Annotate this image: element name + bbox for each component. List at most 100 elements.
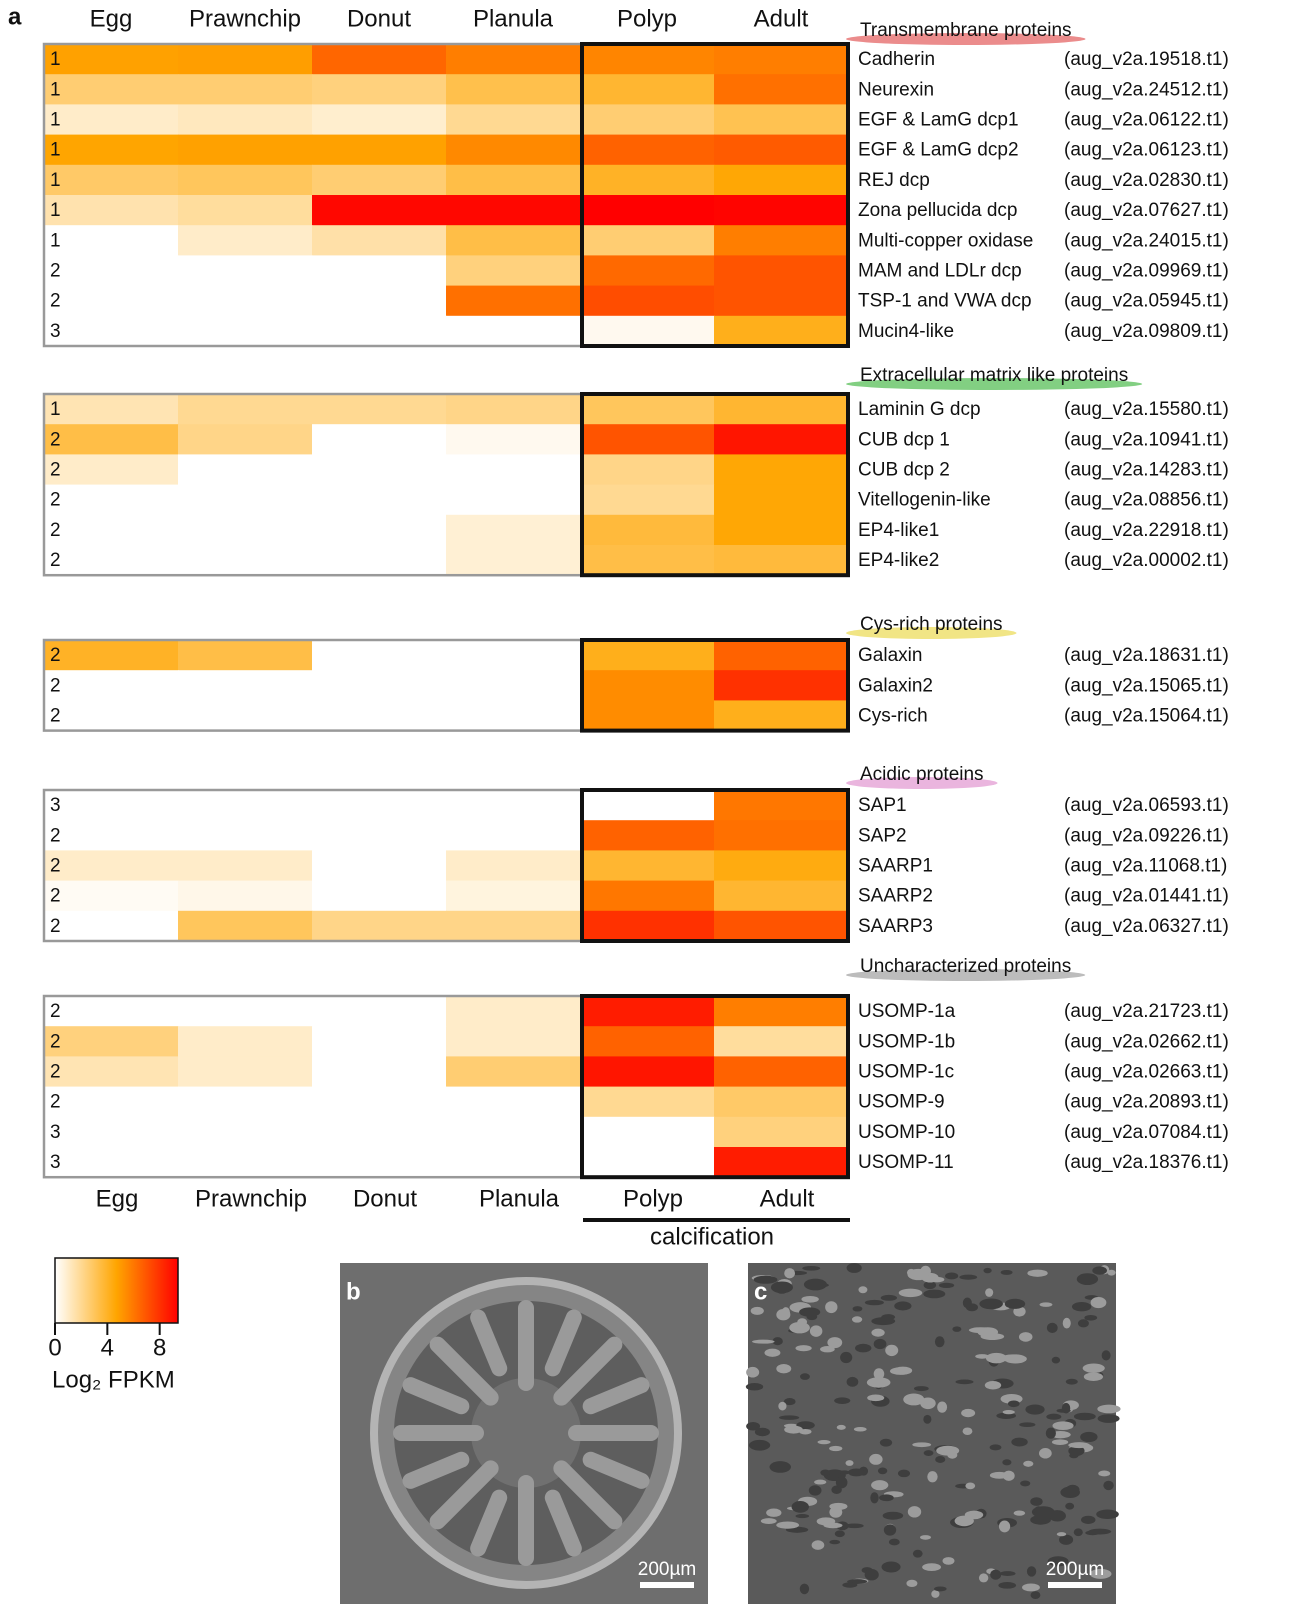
texture xyxy=(1052,1439,1068,1445)
heatmap-cell xyxy=(178,515,313,546)
texture xyxy=(1001,1270,1013,1275)
texture xyxy=(779,1415,799,1420)
heatmap-cell xyxy=(44,195,179,226)
texture xyxy=(894,1301,911,1310)
heatmap-cell xyxy=(44,104,179,135)
row-label: SAARP3 xyxy=(858,916,933,937)
heatmap-cell xyxy=(312,195,447,226)
texture xyxy=(1080,1432,1097,1442)
texture xyxy=(999,1520,1010,1532)
heatmap-cell xyxy=(44,670,179,701)
row-label: USOMP-1c xyxy=(858,1062,954,1083)
heatmap-cell xyxy=(446,316,581,347)
row-label: Laminin G dcp xyxy=(858,399,981,420)
heatmap-cell xyxy=(44,44,179,75)
heatmap-cell xyxy=(312,996,447,1027)
heatmap-cell xyxy=(178,485,313,516)
texture xyxy=(883,1512,904,1520)
cluster-number: 2 xyxy=(50,706,61,727)
heatmap-cell xyxy=(446,165,581,196)
texture xyxy=(749,1440,770,1451)
heatmap-cell xyxy=(178,996,313,1027)
heatmap-cell xyxy=(178,104,313,135)
cluster-number: 1 xyxy=(50,200,61,221)
heatmap-cell xyxy=(44,820,179,851)
cluster-number: 2 xyxy=(50,825,61,846)
texture xyxy=(1088,1529,1111,1535)
heatmap-cell xyxy=(178,670,313,701)
texture xyxy=(1034,1506,1043,1515)
cluster-number: 1 xyxy=(50,110,61,131)
heatmap-cell xyxy=(178,44,313,75)
heatmap-cell xyxy=(446,1026,581,1057)
texture xyxy=(820,1469,830,1475)
texture xyxy=(854,1427,867,1432)
heatmap-cell xyxy=(714,670,849,701)
row-label: Galaxin2 xyxy=(858,675,933,696)
heatmap-cell xyxy=(312,1056,447,1087)
texture xyxy=(812,1540,825,1550)
heatmap-cell xyxy=(446,640,581,671)
texture xyxy=(1066,1379,1078,1385)
texture xyxy=(1046,1414,1061,1420)
heatmap-cell xyxy=(44,1117,179,1148)
heatmap-cell xyxy=(580,44,715,75)
cluster-number: 2 xyxy=(50,429,61,450)
row-label: REJ dcp xyxy=(858,170,930,191)
texture xyxy=(1003,1410,1015,1414)
texture xyxy=(986,1353,1007,1363)
texture xyxy=(842,1582,857,1587)
texture xyxy=(913,1550,923,1558)
texture xyxy=(889,1539,900,1546)
heatmap-cell xyxy=(580,165,715,196)
row-id: (aug_v2a.02663.t1) xyxy=(1064,1062,1229,1083)
heatmap-cell xyxy=(714,1117,849,1148)
row-id: (aug_v2a.15065.t1) xyxy=(1064,675,1229,696)
texture xyxy=(998,1582,1016,1589)
column-label: Egg xyxy=(90,5,133,32)
heatmap-cell xyxy=(580,286,715,317)
row-id: (aug_v2a.09226.t1) xyxy=(1064,825,1229,846)
texture xyxy=(1023,1461,1033,1467)
heatmap-cell xyxy=(714,1026,849,1057)
texture xyxy=(871,1317,895,1325)
heatmap-cell xyxy=(312,286,447,317)
heatmap-cell xyxy=(178,255,313,286)
texture xyxy=(936,1446,959,1456)
texture xyxy=(853,1306,863,1311)
texture xyxy=(1040,1302,1053,1307)
heatmap-cell xyxy=(714,640,849,671)
texture xyxy=(881,1295,897,1301)
heatmap-cell xyxy=(44,515,179,546)
heatmap-cell xyxy=(580,104,715,135)
row-id: (aug_v2a.18376.t1) xyxy=(1064,1152,1229,1173)
column-label: Donut xyxy=(353,1185,417,1212)
row-label: SAARP1 xyxy=(858,856,933,877)
cluster-number: 2 xyxy=(50,1001,61,1022)
scale-bar-label: 200µm xyxy=(638,1559,696,1580)
heatmap-cell xyxy=(446,225,581,256)
row-label: USOMP-1a xyxy=(858,1001,956,1022)
column-label: Prawnchip xyxy=(189,5,301,32)
texture xyxy=(952,1326,961,1332)
heatmap-cell xyxy=(44,225,179,256)
row-label: SAP1 xyxy=(858,795,907,816)
heatmap-cell xyxy=(178,1087,313,1118)
texture xyxy=(935,1336,945,1347)
texture xyxy=(870,1492,878,1503)
heatmap-cell xyxy=(446,485,581,516)
heatmap-cell xyxy=(44,1026,179,1057)
heatmap-cell xyxy=(178,790,313,821)
texture xyxy=(1057,1532,1066,1536)
heatmap-cell xyxy=(44,424,179,455)
texture xyxy=(1063,1318,1071,1329)
texture xyxy=(858,1286,867,1293)
row-id: (aug_v2a.05945.t1) xyxy=(1064,291,1229,312)
texture xyxy=(912,1442,931,1447)
heatmap-cell xyxy=(580,1026,715,1057)
texture xyxy=(847,1263,862,1273)
cluster-number: 2 xyxy=(50,550,61,571)
texture xyxy=(829,1446,842,1451)
texture xyxy=(784,1426,803,1434)
texture xyxy=(874,1339,887,1349)
